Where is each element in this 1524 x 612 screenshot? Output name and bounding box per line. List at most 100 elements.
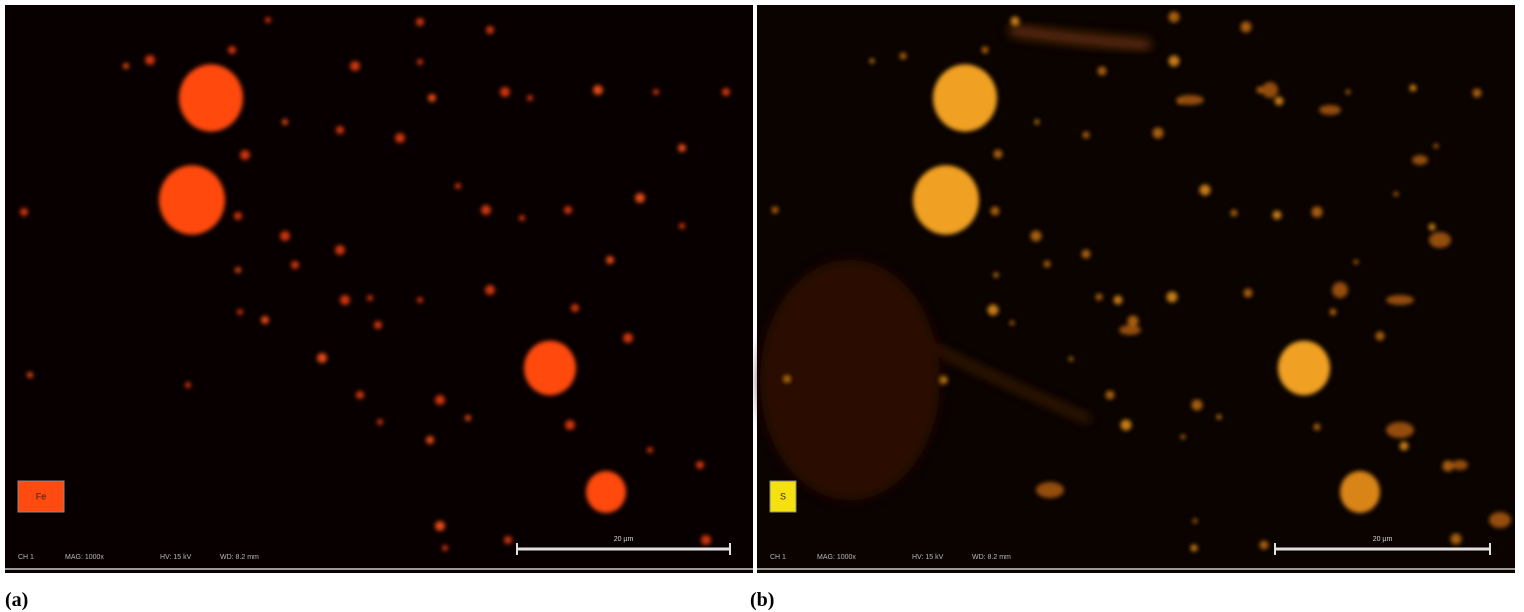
particle [635,193,645,203]
particle [336,126,344,134]
particle [1314,424,1321,431]
particle [374,321,382,329]
particle [416,18,424,26]
particle [994,273,999,278]
particle [1330,309,1337,316]
footer-text: MAG: 1000x [817,554,856,561]
particle [623,333,633,343]
particle [1376,332,1385,341]
particle [1200,185,1211,196]
particle [27,372,33,378]
particle [1044,261,1051,268]
particle [1010,321,1015,326]
particle [235,267,241,273]
particle [1332,282,1348,298]
footer-text: HV: 15 kV [912,554,944,561]
footer-text: CH 1 [18,554,34,561]
footer-text: WD: 8.2 mm [972,554,1011,561]
particle [1386,295,1414,305]
particle [1429,232,1451,248]
scale-bar-label: 20 µm [614,536,634,543]
particle [291,261,299,269]
figure: Fe CH 1 MAG: 1000x HV: 15 kV WD: 8.2 mm 20 µm… [0,0,1524,612]
particle [435,395,445,405]
particle [367,295,373,301]
particle [1098,67,1107,76]
footer-text: CH 1 [770,554,786,561]
particle [1241,22,1252,33]
particle [679,223,685,229]
particle [606,256,614,264]
particle [1069,357,1074,362]
particle [350,61,360,71]
particle [1443,461,1454,472]
particle [571,304,579,312]
particle [145,55,155,65]
particle [1400,442,1409,451]
particle [1319,105,1341,115]
particle [1244,289,1253,298]
particle [1193,519,1198,524]
particle [991,207,1000,216]
particle [653,89,659,95]
particle [527,95,533,101]
particle [1106,391,1115,400]
particle [395,133,405,143]
particle [1473,89,1482,98]
particle [647,447,653,453]
particle [282,119,288,125]
particle [1273,211,1282,220]
particle [417,59,423,65]
particle [377,419,383,425]
particle [356,391,364,399]
particle [1275,97,1284,106]
particle [1452,460,1468,470]
particle [722,88,730,96]
particle [564,206,572,214]
particle [1176,95,1204,105]
particle [933,64,997,131]
particle [1169,56,1180,67]
particle [340,295,350,305]
particle [123,63,129,69]
particle [237,309,243,315]
particle [1429,224,1436,231]
particle [1278,341,1330,396]
particle [442,545,448,551]
particle [696,461,704,469]
particle [1011,17,1020,26]
element-tag: Fe [36,491,47,501]
particle [785,377,790,382]
particle [1169,12,1180,23]
particle [426,436,434,444]
particle [519,215,525,221]
particle [159,165,225,234]
particle [1121,420,1132,431]
particle [486,26,494,34]
particle [1114,296,1123,305]
particle [586,471,626,513]
particle [1119,325,1141,335]
particle [1346,90,1351,95]
particle [1035,120,1040,125]
particle [261,316,269,324]
particle [1412,155,1428,165]
particle [988,305,999,316]
particle [1410,85,1417,92]
particle [481,205,491,215]
particle [870,59,875,64]
particle [185,382,191,388]
particle [455,183,461,189]
particle [1434,144,1439,149]
particle [1096,294,1103,301]
particle [1386,422,1414,438]
particle [179,64,243,131]
particle [234,212,242,220]
footer-text: MAG: 1000x [65,554,104,561]
panel-a-background [5,5,753,573]
particle [678,144,686,152]
page: {"panels": [ {"label": "(a)", "element":… [0,0,1524,612]
particle [1031,231,1042,242]
particle [500,87,510,97]
particle [772,207,779,214]
